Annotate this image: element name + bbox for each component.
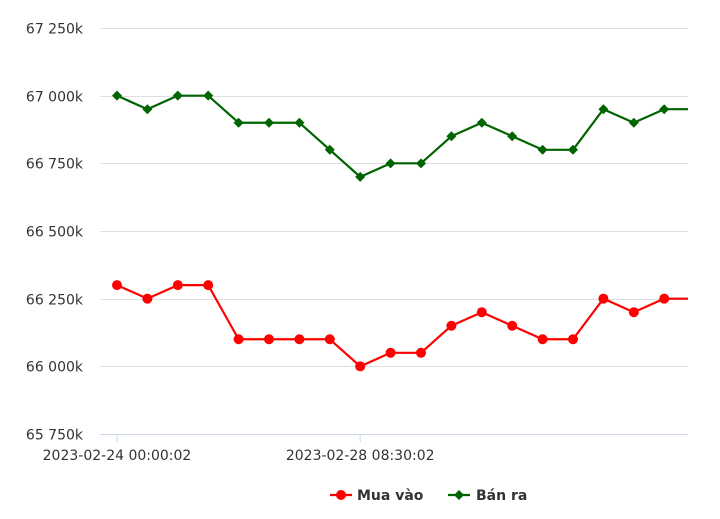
data-point[interactable] [324,334,335,345]
data-point[interactable] [385,347,396,358]
series-mua-vao [112,280,688,372]
data-point[interactable] [203,90,214,101]
data-point[interactable] [446,320,457,331]
data-point[interactable] [112,280,122,291]
data-point[interactable] [324,144,335,155]
data-point[interactable] [659,104,670,115]
legend-marker-swatch [336,490,346,500]
x-tick-label: 2023-02-24 00:00:02 [43,448,192,464]
legend-item[interactable]: Bán ra [448,488,527,504]
legend[interactable]: Mua vào Bán ra [330,488,527,504]
legend-label: Mua vào [357,488,424,504]
data-point[interactable] [385,158,396,169]
series-line [116,284,688,368]
data-point[interactable] [264,334,274,345]
data-point[interactable] [264,117,274,128]
data-point[interactable] [507,131,518,142]
y-axis-ticks: 65 750k 66 000k 66 250k 66 500k 66 750k 67 00… [26,22,84,444]
x-tick-label: 2023-02-28 08:30:02 [286,448,435,464]
legend-label: Bán ra [476,488,527,504]
data-point[interactable] [598,104,609,115]
data-point[interactable] [476,307,487,318]
data-point[interactable] [233,117,244,128]
y-tick-label: 65 750k [26,428,84,444]
y-tick-label: 66 250k [26,293,84,309]
data-point[interactable] [507,320,518,331]
data-point[interactable] [233,334,244,345]
legend-marker-swatch [454,490,464,500]
data-point[interactable] [416,158,426,169]
data-point[interactable] [112,90,122,101]
data-point[interactable] [172,280,183,291]
series-line [116,94,688,178]
series-group [112,90,688,372]
data-point[interactable] [568,144,578,155]
data-point[interactable] [203,280,214,291]
data-point[interactable] [628,307,639,318]
x-axis-ticks: 2023-02-24 00:00:02 2023-02-28 08:30:02 [43,434,435,464]
y-tick-label: 66 750k [26,157,84,173]
data-point[interactable] [172,90,183,101]
series-ban-ra [112,90,688,182]
grid-lines [100,28,688,367]
y-tick-label: 67 250k [26,22,84,38]
data-point[interactable] [568,334,578,345]
legend-item[interactable]: Mua vào [330,488,424,504]
data-point[interactable] [142,104,153,115]
data-point[interactable] [659,293,670,304]
data-point[interactable] [355,171,366,182]
y-tick-label: 67 000k [26,90,84,106]
data-point[interactable] [142,293,153,304]
data-point[interactable] [537,144,548,155]
y-tick-label: 66 000k [26,360,84,376]
data-point[interactable] [294,334,305,345]
data-point[interactable] [628,117,639,128]
data-point[interactable] [598,293,609,304]
data-point[interactable] [294,117,305,128]
data-point[interactable] [355,361,366,372]
data-point[interactable] [446,131,457,142]
data-point[interactable] [537,334,548,345]
data-point[interactable] [476,117,487,128]
data-point[interactable] [416,347,426,358]
y-tick-label: 66 500k [26,225,84,241]
